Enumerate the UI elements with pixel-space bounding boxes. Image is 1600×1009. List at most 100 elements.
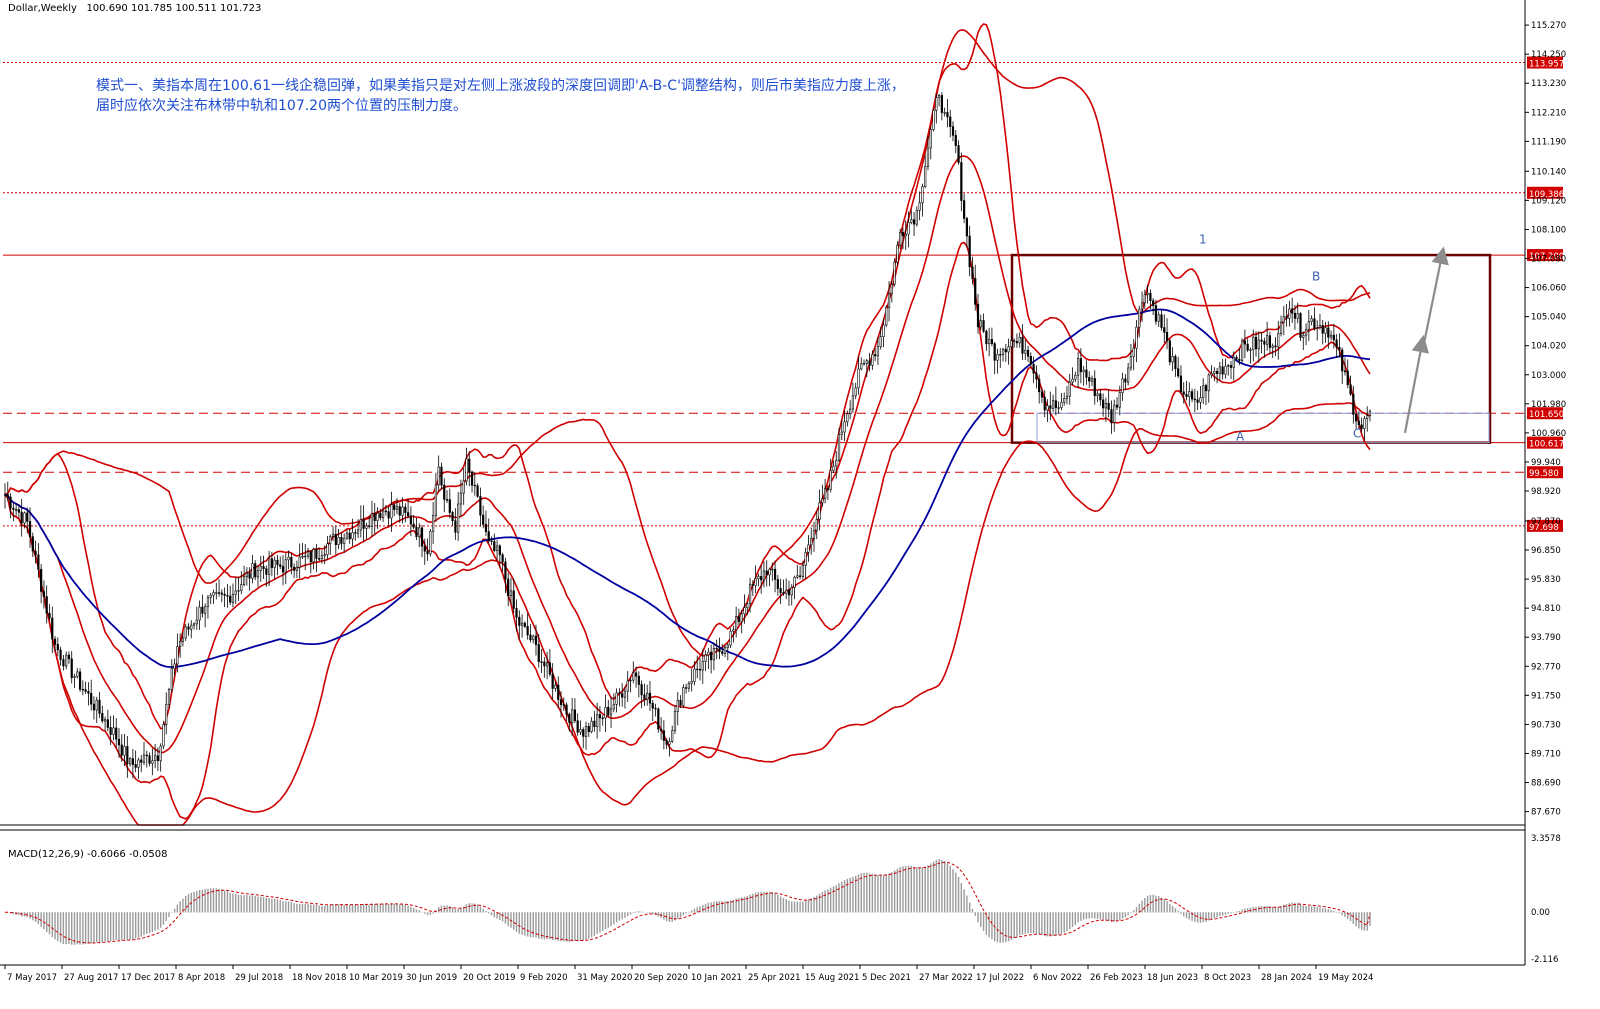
candle-body (1177, 369, 1179, 376)
macd-bar (966, 896, 967, 913)
macd-bar (90, 912, 91, 943)
macd-bar (521, 912, 522, 935)
macd-bar (368, 904, 369, 912)
candle-body (1158, 315, 1160, 322)
macd-bar (1202, 912, 1203, 922)
macd-bar (132, 912, 133, 939)
macd-bar (1022, 912, 1023, 934)
candle-body (1261, 340, 1263, 341)
candle-body (630, 680, 632, 681)
candle-body (177, 647, 179, 664)
candle-body (635, 673, 637, 676)
macd-bar (160, 912, 161, 927)
macd-bar (1175, 908, 1176, 912)
macd-bar (1308, 906, 1309, 912)
macd-bar (357, 905, 358, 913)
y-tick-label: 95.830 (1531, 575, 1561, 585)
candle-body (352, 533, 354, 539)
x-tick-label: 7 May 2017 (7, 973, 57, 983)
candle-body (1325, 328, 1327, 333)
candle-body (632, 673, 634, 680)
candle-body (1041, 392, 1043, 397)
candle-body (783, 593, 785, 594)
macd-bar (710, 902, 711, 912)
candle-body (813, 530, 815, 538)
candle-body (271, 559, 273, 568)
candle-body (1091, 378, 1093, 381)
macd-bar (371, 904, 372, 913)
candle-body (482, 515, 484, 524)
candle-body (919, 203, 921, 210)
candle-body (368, 526, 370, 527)
y-tick-label: 96.850 (1531, 546, 1561, 556)
macd-bar (560, 912, 561, 941)
macd-bar (649, 912, 650, 913)
candle-body (1358, 421, 1360, 425)
macd-bar (85, 912, 86, 944)
candle-body (243, 577, 245, 585)
x-tick-label: 20 Sep 2020 (634, 973, 688, 983)
candle-body (569, 714, 571, 722)
candle-body (566, 705, 568, 714)
candle-body (1208, 375, 1210, 391)
candle-body (771, 569, 773, 570)
macd-bar (1061, 912, 1062, 934)
candle-body (1033, 364, 1035, 373)
candle-body (96, 700, 98, 710)
candle-body (766, 571, 768, 575)
candle-body (254, 564, 256, 577)
macd-bar (555, 912, 556, 940)
macd-bar (1155, 896, 1156, 913)
candle-body (38, 555, 40, 569)
y-tick-label: 112.210 (1531, 108, 1566, 118)
macd-bar (238, 895, 239, 913)
candle-body (961, 163, 963, 201)
macd-bar (1336, 912, 1337, 913)
macd-bar (210, 888, 211, 912)
candle-body (869, 361, 871, 366)
candle-body (1072, 379, 1074, 382)
macd-bar (833, 886, 834, 912)
candle-body (552, 674, 554, 688)
macd-bar (1158, 896, 1159, 912)
candle-body (749, 584, 751, 604)
candle-body (685, 688, 687, 689)
macd-bar (305, 904, 306, 913)
macd-bar (585, 912, 586, 939)
candle-body (899, 232, 901, 245)
candle-body (619, 693, 621, 694)
candle-body (1300, 314, 1302, 338)
macd-bar (524, 912, 525, 935)
macd-bar (266, 898, 267, 912)
candle-body (160, 746, 162, 761)
macd-bar (413, 908, 414, 913)
macd-bar (685, 912, 686, 913)
candle-body (905, 234, 907, 236)
macd-y-tick-label: 3.3578 (1531, 834, 1561, 844)
candle-body (649, 693, 651, 703)
macd-bar (969, 903, 970, 913)
macd-bar (947, 863, 948, 912)
candle-body (544, 662, 546, 666)
macd-bar (452, 908, 453, 913)
macd-bar (380, 904, 381, 913)
candle-body (316, 549, 318, 558)
wave-label: 1 (1199, 233, 1207, 247)
candle-body (1266, 336, 1268, 345)
candle-body (1200, 398, 1202, 403)
candle-body (738, 617, 740, 622)
macd-bar (638, 911, 639, 912)
macd-bar (888, 873, 889, 912)
macd-bar (827, 889, 828, 912)
macd-bar (822, 892, 823, 913)
candle-body (474, 485, 476, 486)
candle-body (307, 552, 309, 556)
macd-bar (1172, 906, 1173, 913)
macd-bar (491, 912, 492, 915)
macd-bar (744, 897, 745, 913)
candle-body (424, 546, 426, 551)
candle-body (318, 559, 320, 560)
candle-body (324, 555, 326, 556)
candle-body (671, 731, 673, 742)
macd-bar (552, 912, 553, 940)
